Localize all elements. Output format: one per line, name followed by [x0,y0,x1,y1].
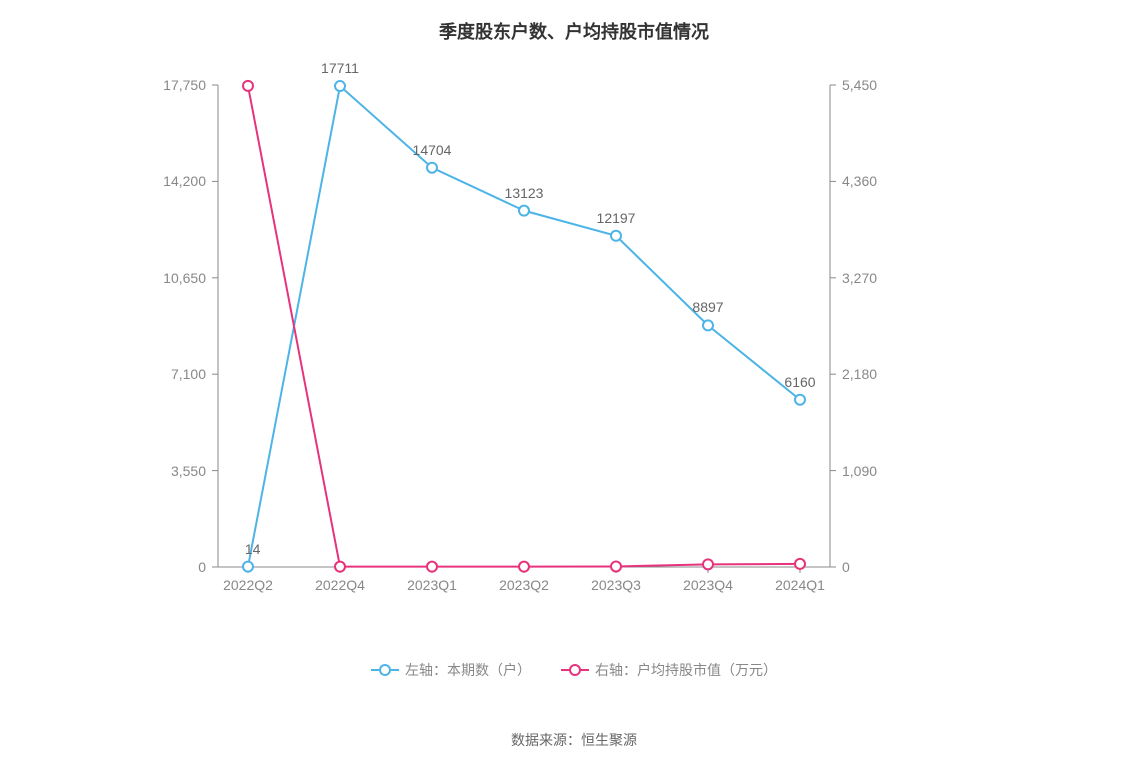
x-tick-label: 2023Q2 [499,577,549,593]
y-left-tick-label: 7,100 [171,366,206,382]
x-tick-label: 2023Q4 [683,577,733,593]
data-point [427,562,437,572]
legend: 左轴：本期数（户） 右轴：户均持股市值（万元） [0,660,1148,680]
data-point [703,320,713,330]
y-right-tick-label: 5,450 [842,77,877,93]
legend-label: 右轴：户均持股市值（万元） [595,660,777,680]
y-left-tick-label: 14,200 [163,173,206,189]
y-right-tick-label: 1,090 [842,463,877,479]
series-left-line [248,86,800,567]
x-tick-label: 2023Q3 [591,577,641,593]
data-point [335,81,345,91]
data-point [427,163,437,173]
legend-item[interactable]: 左轴：本期数（户） [371,660,531,680]
x-tick-label: 2023Q1 [407,577,457,593]
y-left-tick-label: 10,650 [163,270,206,286]
data-label: 17711 [321,60,359,76]
data-label: 12197 [597,210,636,226]
y-left-tick-label: 17,750 [163,77,206,93]
data-point [795,395,805,405]
data-label: 14704 [413,142,452,158]
data-point [519,562,529,572]
data-point [703,559,713,569]
data-point [795,559,805,569]
data-point [243,81,253,91]
data-point [611,231,621,241]
data-source: 数据来源：恒生聚源 [0,730,1148,750]
data-point [335,562,345,572]
y-right-tick-label: 0 [842,559,850,575]
chart-container: 季度股东户数、户均持股市值情况 03,5507,10010,65014,2001… [0,0,1148,776]
legend-item[interactable]: 右轴：户均持股市值（万元） [561,660,777,680]
legend-marker [371,663,399,677]
source-text: 数据来源：恒生聚源 [511,732,637,748]
data-label: 14 [245,541,261,557]
data-label: 6160 [784,374,815,390]
x-tick-label: 2024Q1 [775,577,825,593]
data-point [243,562,253,572]
x-tick-label: 2022Q4 [315,577,365,593]
y-right-tick-label: 4,360 [842,173,877,189]
legend-label: 左轴：本期数（户） [405,660,531,680]
y-right-tick-label: 3,270 [842,270,877,286]
y-right-tick-label: 2,180 [842,366,877,382]
x-tick-label: 2022Q2 [223,577,273,593]
data-point [611,561,621,571]
y-left-tick-label: 3,550 [171,463,206,479]
data-point [519,206,529,216]
data-label: 8897 [692,299,723,315]
legend-marker [561,663,589,677]
y-left-tick-label: 0 [198,559,206,575]
series-right-line [248,86,800,567]
data-label: 13123 [505,185,544,201]
